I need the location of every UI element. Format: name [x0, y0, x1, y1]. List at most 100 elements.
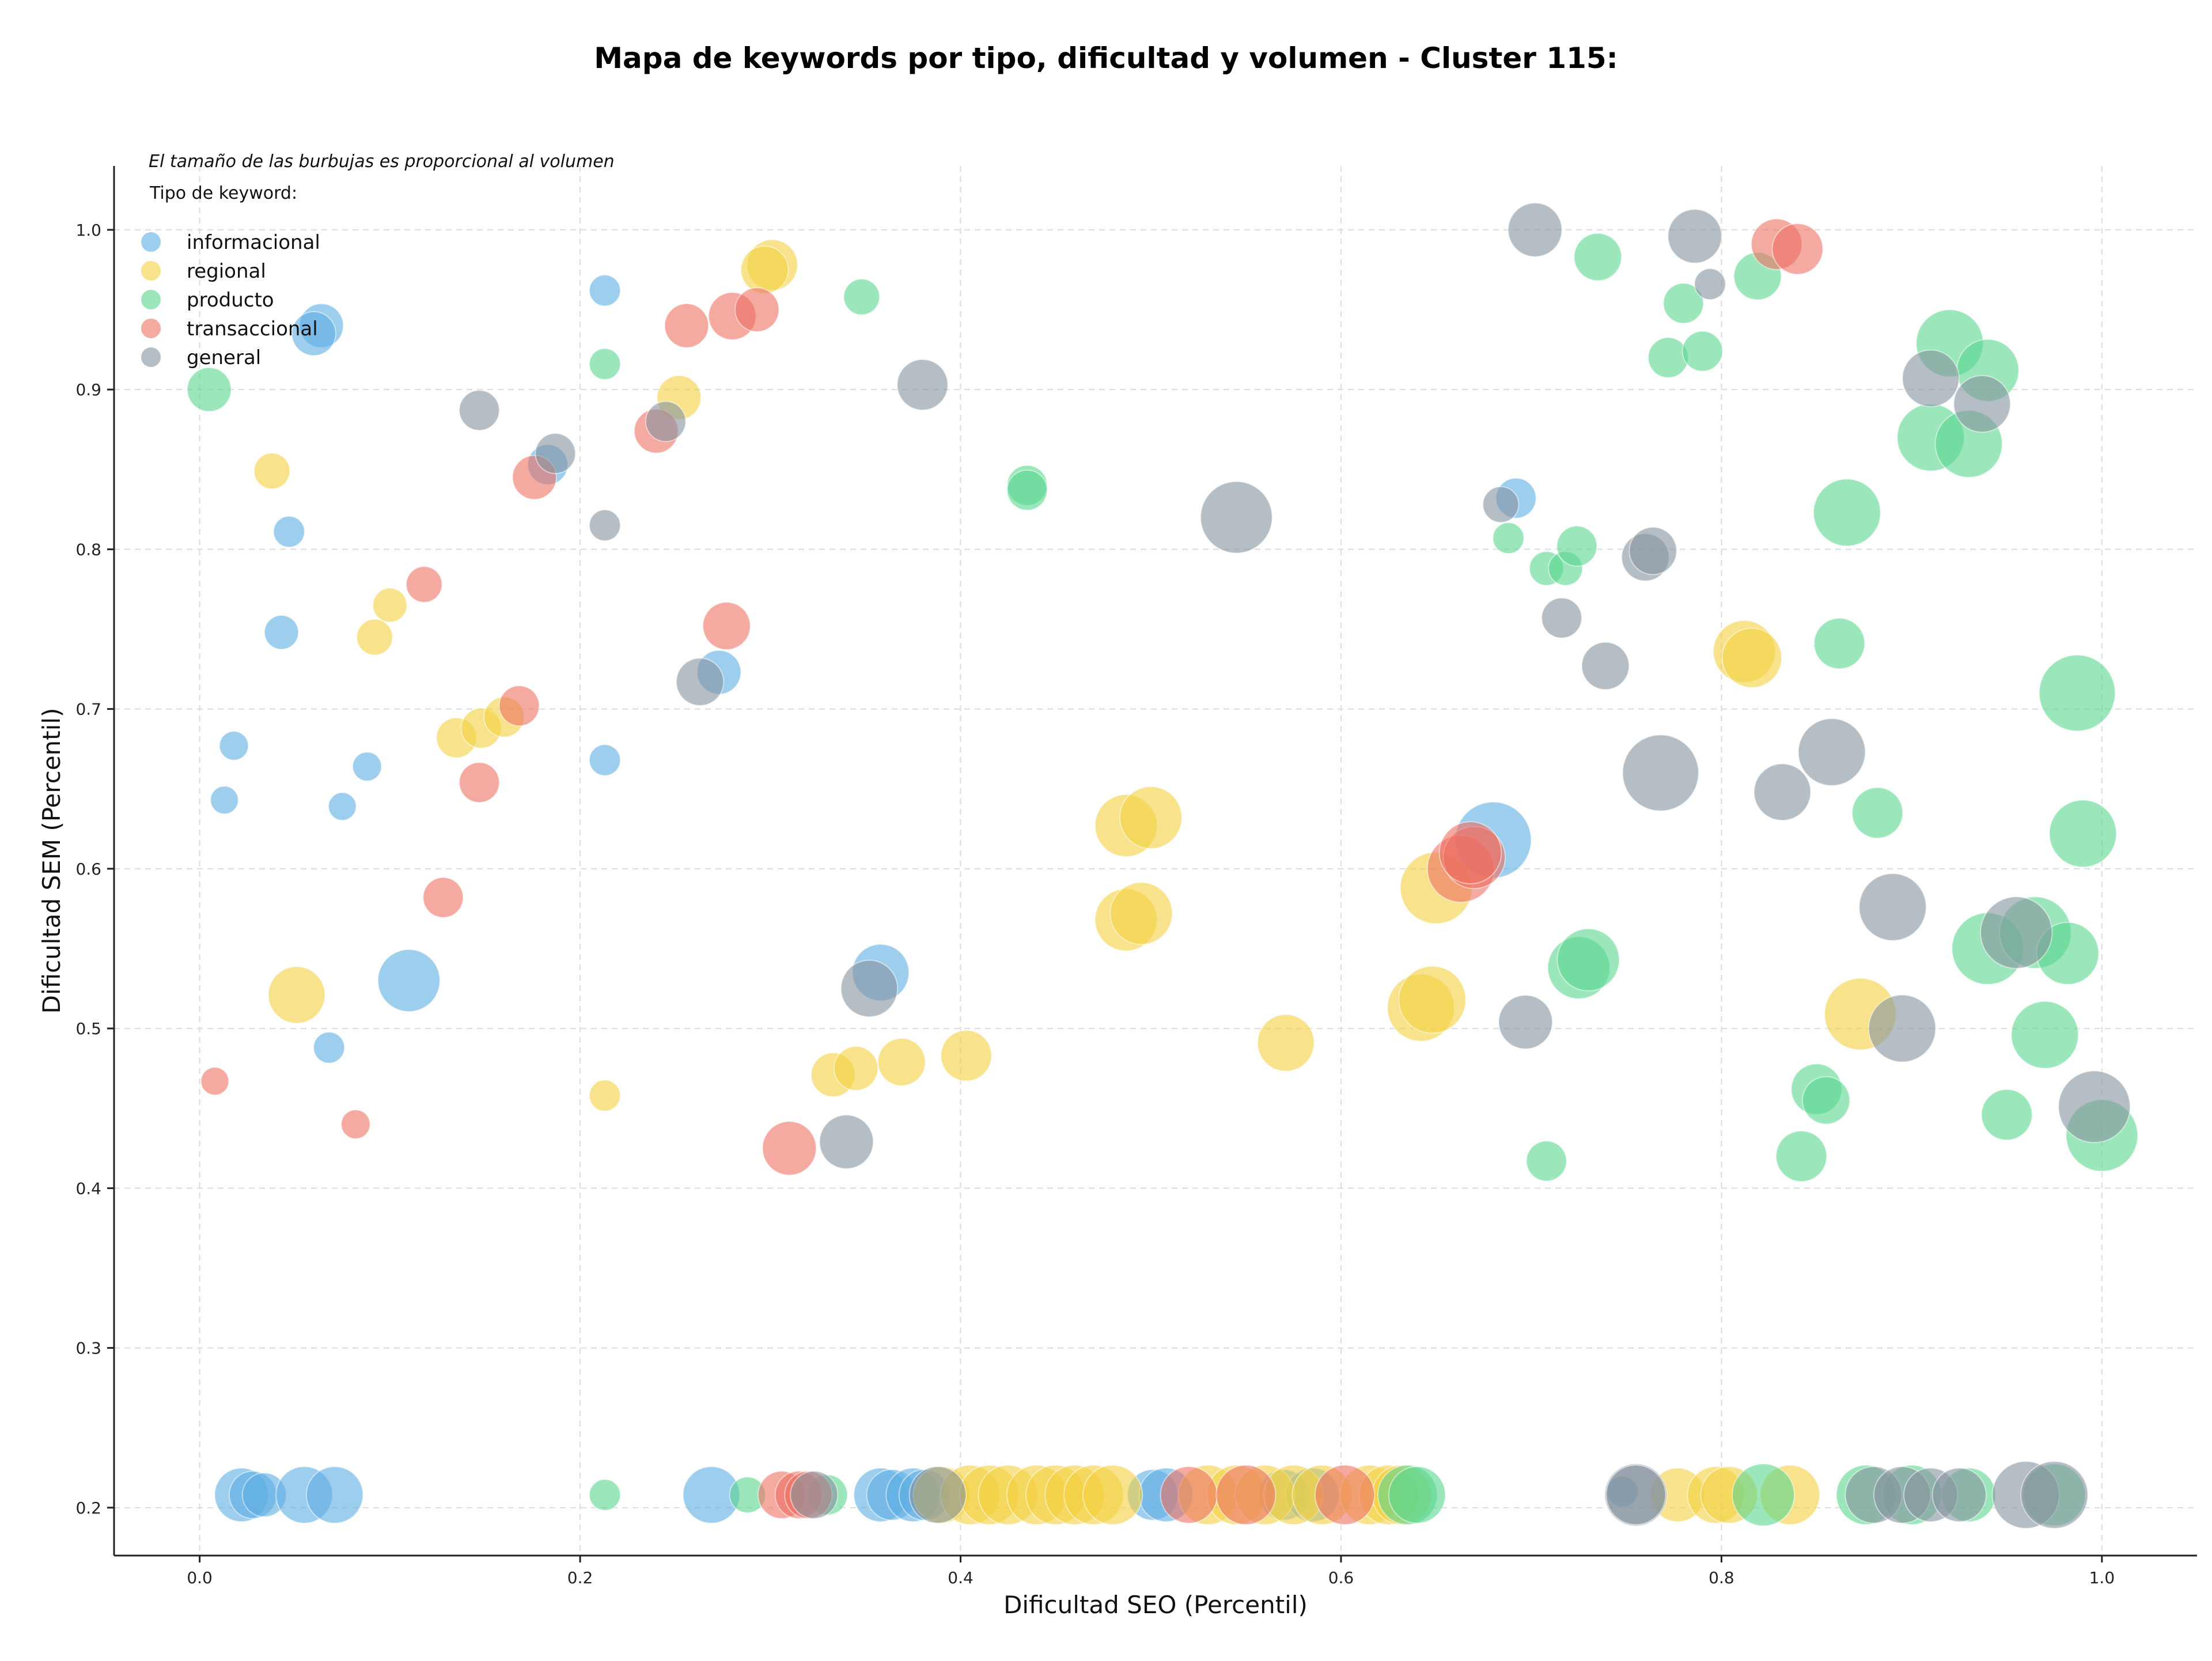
bubble-transaccional	[664, 303, 710, 349]
bubble-producto	[1662, 282, 1705, 324]
x-tick-label: 0.4	[948, 1568, 974, 1587]
bubble-transaccional	[459, 762, 500, 803]
bubble-general	[1482, 486, 1520, 523]
bubble-general	[1980, 896, 2053, 969]
bubble-general	[1694, 268, 1726, 301]
bubble-general	[1858, 873, 1927, 941]
bubble-transaccional	[340, 1109, 371, 1140]
bubble-transaccional	[1215, 1465, 1277, 1526]
bubble-producto	[1775, 1130, 1828, 1182]
series-regional	[253, 239, 1897, 1526]
bubble-producto	[1556, 525, 1598, 567]
bubble-general	[1628, 526, 1677, 576]
x-tick-label: 0.2	[567, 1568, 593, 1587]
bubble-general	[1667, 209, 1722, 264]
grid	[114, 166, 2197, 1556]
bubble-producto	[1492, 522, 1525, 554]
bubble-general	[908, 1466, 967, 1524]
x-tick-label: 1.0	[2089, 1568, 2115, 1587]
bubble-regional	[1082, 1465, 1143, 1526]
bubble-general	[2058, 1070, 2131, 1144]
bubble-transaccional	[734, 287, 780, 332]
bubble-informacional	[377, 949, 441, 1012]
bubble-producto	[187, 367, 232, 413]
bubble-general	[645, 400, 687, 442]
bubble-regional	[1109, 881, 1173, 945]
bubble-transaccional	[762, 1121, 817, 1176]
x-tick-label: 0.8	[1709, 1568, 1734, 1587]
bubble-producto	[1647, 336, 1689, 379]
bubble-producto	[2038, 654, 2116, 732]
legend-swatch-informacional	[141, 232, 161, 252]
ticks: 0.0 0.2 0.4 0.6 0.8 1.0 0.2 0.3 0.4 0.5 0.6 0.7 0.8 0…	[75, 221, 2115, 1587]
legend-title: Tipo de keyword:	[149, 183, 297, 203]
bubble-general	[1902, 349, 1960, 407]
bubble-informacional	[313, 1031, 346, 1064]
legend-label-producto: producto	[187, 289, 274, 312]
legend-swatch-transaccional	[141, 319, 161, 338]
bubble-producto	[1813, 617, 1866, 669]
bubble-producto	[1556, 928, 1620, 992]
bubble-informacional	[305, 1466, 364, 1524]
bubble-informacional	[589, 744, 621, 777]
bubble-producto	[2010, 1000, 2080, 1069]
bubble-producto	[2048, 799, 2118, 868]
bubble-producto	[843, 278, 880, 316]
bubble-general	[1753, 763, 1812, 821]
bubble-general	[2020, 1461, 2089, 1529]
bubble-transaccional	[1771, 223, 1824, 275]
bubble-transaccional	[1160, 1466, 1218, 1524]
bubble-regional	[589, 1079, 621, 1112]
y-tick-label: 0.8	[75, 540, 101, 559]
bubble-producto	[1006, 470, 1048, 511]
bubble-producto	[1801, 1076, 1851, 1125]
legend-label-informacional: informacional	[187, 231, 320, 254]
y-axis-label: Dificultad SEM (Percentil)	[37, 708, 66, 1014]
bubble-regional	[1721, 627, 1782, 688]
bubble-producto	[1813, 478, 1881, 547]
bubble-general	[819, 1114, 874, 1170]
bubble-regional	[356, 618, 393, 656]
legend-label-transaccional: transaccional	[187, 317, 318, 340]
bubble-general	[1605, 1465, 1666, 1526]
y-tick-label: 1.0	[75, 221, 101, 240]
bubble-general	[1581, 641, 1630, 690]
bubble-regional	[877, 1038, 926, 1087]
x-axis-label: Dificultad SEO (Percentil)	[1003, 1591, 1308, 1619]
axes	[113, 166, 2197, 1557]
bubble-regional	[267, 966, 326, 1024]
bubble-regional	[372, 587, 408, 623]
bubble-general	[1931, 1467, 1987, 1523]
bubble-informacional	[272, 515, 305, 548]
y-tick-label: 0.7	[75, 700, 101, 719]
bubble-general	[1953, 374, 2012, 433]
bubble-general	[535, 433, 576, 474]
bubbles	[187, 202, 2139, 1529]
legend-label-regional: regional	[187, 260, 266, 283]
y-tick-label: 0.2	[75, 1499, 101, 1518]
bubble-producto	[1525, 1140, 1567, 1182]
bubble-producto	[1851, 786, 1904, 839]
bubble-transaccional	[406, 566, 443, 603]
bubble-general	[896, 358, 949, 411]
legend: Tipo de keyword: informacional regional pr…	[141, 183, 320, 369]
y-tick-label: 0.6	[75, 860, 101, 879]
bubble-general	[1868, 994, 1937, 1063]
bubble-producto	[1681, 330, 1724, 372]
bubble-transaccional	[1438, 821, 1502, 885]
bubble-informacional	[352, 751, 382, 782]
y-tick-label: 0.3	[75, 1339, 101, 1358]
series-general	[459, 202, 2131, 1529]
bubble-general	[1622, 734, 1699, 812]
bubble-regional	[1398, 965, 1467, 1034]
bubble-transaccional	[1314, 1465, 1376, 1526]
bubble-regional	[940, 1030, 993, 1082]
legend-swatch-producto	[141, 290, 161, 309]
bubble-general	[840, 959, 899, 1017]
bubble-general	[1200, 480, 1273, 554]
bubble-informacional	[264, 615, 300, 650]
y-tick-label: 0.5	[75, 1019, 101, 1038]
bubble-general	[1541, 597, 1582, 639]
bubble-regional	[740, 245, 789, 294]
